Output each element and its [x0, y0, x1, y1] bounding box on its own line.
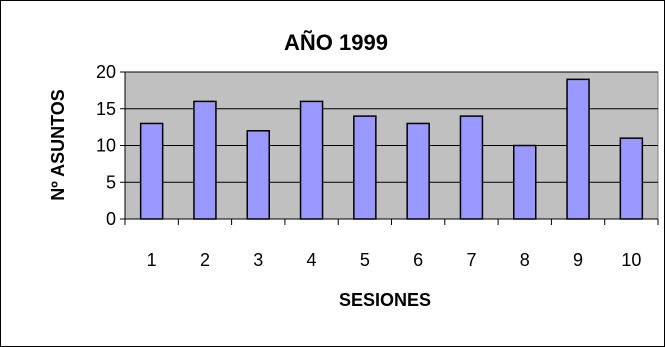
y-tick-label: 10 [96, 136, 116, 156]
bar [459, 115, 484, 220]
y-tick-label: 15 [96, 99, 116, 119]
x-tick-label: 10 [621, 250, 641, 270]
x-tick-label: 4 [307, 250, 317, 270]
y-axis-title: Nº ASUNTOS [48, 89, 68, 201]
x-tick-labels: 1 2 3 4 5 6 7 8 9 10 [147, 250, 642, 270]
bar [299, 100, 324, 220]
x-tick-label: 2 [200, 250, 210, 270]
x-tick-label: 7 [466, 250, 476, 270]
axes [120, 71, 659, 225]
y-tick-label: 5 [106, 172, 116, 192]
chart-title: AÑO 1999 [284, 30, 388, 55]
x-tick-label: 5 [360, 250, 370, 270]
y-tick-label: 0 [106, 209, 116, 229]
bar [246, 130, 270, 220]
x-tick-label: 8 [520, 250, 530, 270]
x-tick-label: 6 [413, 250, 423, 270]
bar [406, 122, 430, 220]
bar [139, 122, 164, 220]
bars [139, 78, 644, 220]
bar [566, 78, 590, 220]
bar [513, 144, 537, 220]
bar [619, 137, 644, 220]
y-tick-label: 20 [96, 62, 116, 82]
x-tick-label: 3 [253, 250, 263, 270]
bar [353, 115, 377, 220]
x-axis-title: SESIONES [339, 290, 431, 310]
x-tick-label: 1 [147, 250, 157, 270]
y-tick-labels: 0 5 10 15 20 [96, 62, 116, 229]
bar [193, 100, 217, 220]
x-tick-label: 9 [573, 250, 583, 270]
